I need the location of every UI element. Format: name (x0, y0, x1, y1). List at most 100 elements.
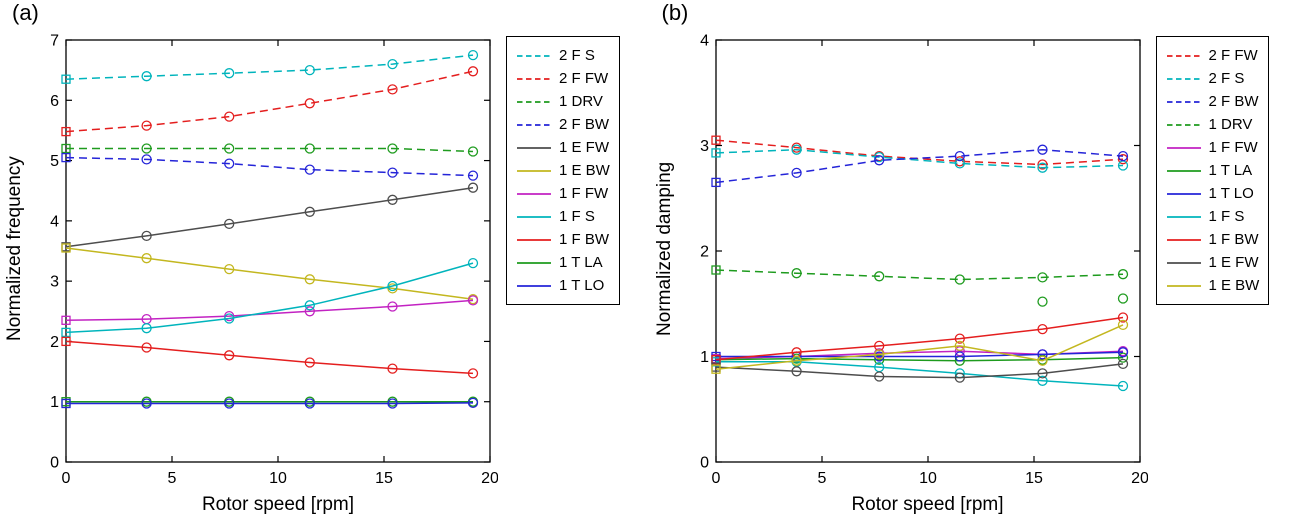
data-marker-circle (224, 111, 235, 122)
legend-line-sample (1166, 284, 1201, 287)
y-tick-label: 3 (700, 138, 709, 155)
data-marker-circle (954, 351, 965, 362)
data-marker-circle (1117, 150, 1128, 162)
data-marker-square (61, 398, 71, 409)
data-marker-circle (467, 182, 479, 193)
series-line (715, 363, 1123, 379)
data-marker-circle (141, 398, 152, 409)
data-marker-square (61, 143, 71, 154)
legend-label: 1 T LA (1208, 162, 1253, 179)
data-marker-circle (467, 295, 479, 306)
data-marker-circle (467, 66, 479, 77)
data-marker-square (61, 336, 71, 347)
legend-label: 1 DRV (559, 93, 603, 110)
data-marker-circle (1036, 355, 1048, 366)
legend-label: 2 F BW (1208, 93, 1259, 110)
legend-label: 2 F S (559, 47, 595, 64)
legend-item-2-f-bw: 2 F BW (516, 113, 610, 136)
panel-a-legend: 2 F S 2 F FW 1 DRV 2 F BW 1 E FW 1 E BW 1 F FW… (506, 36, 620, 305)
panel-a-ylabel: Normalized frequency (4, 156, 25, 342)
legend-line-sample (517, 77, 551, 80)
y-tick-label: 1 (50, 394, 59, 411)
series-line (715, 356, 1123, 362)
panel-b-xlabel: Rotor speed [rpm] (851, 494, 1004, 515)
data-marker-circle (387, 58, 398, 70)
legend-label: 1 E FW (559, 139, 610, 156)
y-tick-label: 1 (700, 349, 709, 366)
y-tick-label: 4 (700, 33, 709, 50)
legend-label: 1 E BW (559, 162, 610, 179)
data-marker-circle (790, 268, 802, 279)
series-line (715, 269, 1123, 281)
data-marker-circle (790, 366, 802, 377)
legend-item-1-f-s: 1 F S (1166, 205, 1260, 228)
data-marker-circle (224, 313, 235, 324)
extra-data-marker (1117, 293, 1128, 304)
series-line (715, 148, 1123, 169)
legend-label: 1 F BW (559, 231, 610, 248)
series-line (715, 139, 1123, 166)
legend-item-1-t-lo: 1 T LO (516, 274, 610, 297)
data-marker-circle (304, 64, 315, 76)
legend-line-sample (517, 100, 551, 103)
data-marker-circle (1036, 144, 1048, 155)
data-marker-square (710, 135, 721, 145)
panel-a-label: (a) (12, 0, 39, 25)
data-marker-circle (141, 342, 152, 353)
legend-line-sample (1166, 169, 1201, 172)
y-tick-label: 2 (700, 244, 709, 261)
legend-item-1-f-bw: 1 F BW (1166, 228, 1260, 251)
legend-line-sample (517, 284, 551, 287)
legend-item-1-e-bw: 1 E BW (516, 159, 610, 182)
x-tick-label: 5 (168, 470, 177, 487)
data-marker-circle (141, 323, 152, 334)
data-marker-circle (141, 71, 152, 82)
panel-a: (a) Normalized frequency 0 5 10 15 20 0 1 2 3 4 5 6… (4, 0, 620, 515)
y-tick-label: 0 (700, 455, 709, 472)
series-line (66, 402, 474, 405)
data-marker-circle (790, 355, 802, 366)
axes-box (714, 39, 1141, 463)
legend-label: 1 F S (1208, 208, 1245, 225)
series-line (66, 147, 474, 153)
data-marker-circle (304, 274, 315, 285)
panel-a-xlabel: Rotor speed [rpm] (201, 494, 355, 515)
data-marker-circle (1036, 368, 1048, 379)
legend-item-2-f-s: 2 F S (1166, 67, 1260, 90)
legend-line-sample (1166, 123, 1201, 126)
legend-label: 1 F S (559, 208, 595, 225)
data-marker-circle (387, 194, 398, 205)
x-tick-label: 10 (919, 470, 937, 487)
data-marker-circle (224, 350, 235, 361)
data-marker-circle (1117, 154, 1128, 165)
y-tick-label: 7 (50, 33, 59, 50)
data-marker-circle (1036, 272, 1048, 283)
series-line (65, 299, 474, 322)
x-tick-label: 0 (711, 470, 720, 487)
data-marker-square (61, 152, 71, 163)
x-tick-label: 20 (481, 470, 498, 487)
data-marker-circle (387, 301, 398, 312)
axes-box (65, 39, 491, 463)
y-tick-label: 5 (50, 153, 59, 170)
data-marker-circle (873, 271, 884, 282)
legend-line-sample (517, 54, 551, 57)
series-line (715, 148, 1123, 184)
data-marker-circle (873, 354, 884, 365)
series-line (65, 247, 474, 300)
legend-line-sample (1166, 146, 1201, 149)
panel-a-plot-area: 0 5 10 15 20 0 1 2 3 4 5 6 7 (50, 33, 498, 488)
data-marker-circle (467, 49, 479, 61)
data-marker-circle (1117, 347, 1128, 358)
x-tick-label: 10 (269, 470, 287, 487)
data-marker-circle (1036, 162, 1048, 173)
data-marker-circle (224, 263, 235, 275)
data-marker-circle (873, 349, 884, 360)
data-marker-square (61, 315, 71, 325)
legend-item-1-e-fw: 1 E FW (516, 136, 610, 159)
data-marker-circle (224, 68, 235, 79)
data-marker-circle (387, 363, 398, 374)
data-marker-circle (387, 143, 398, 154)
legend-label: 2 F S (1208, 70, 1245, 87)
